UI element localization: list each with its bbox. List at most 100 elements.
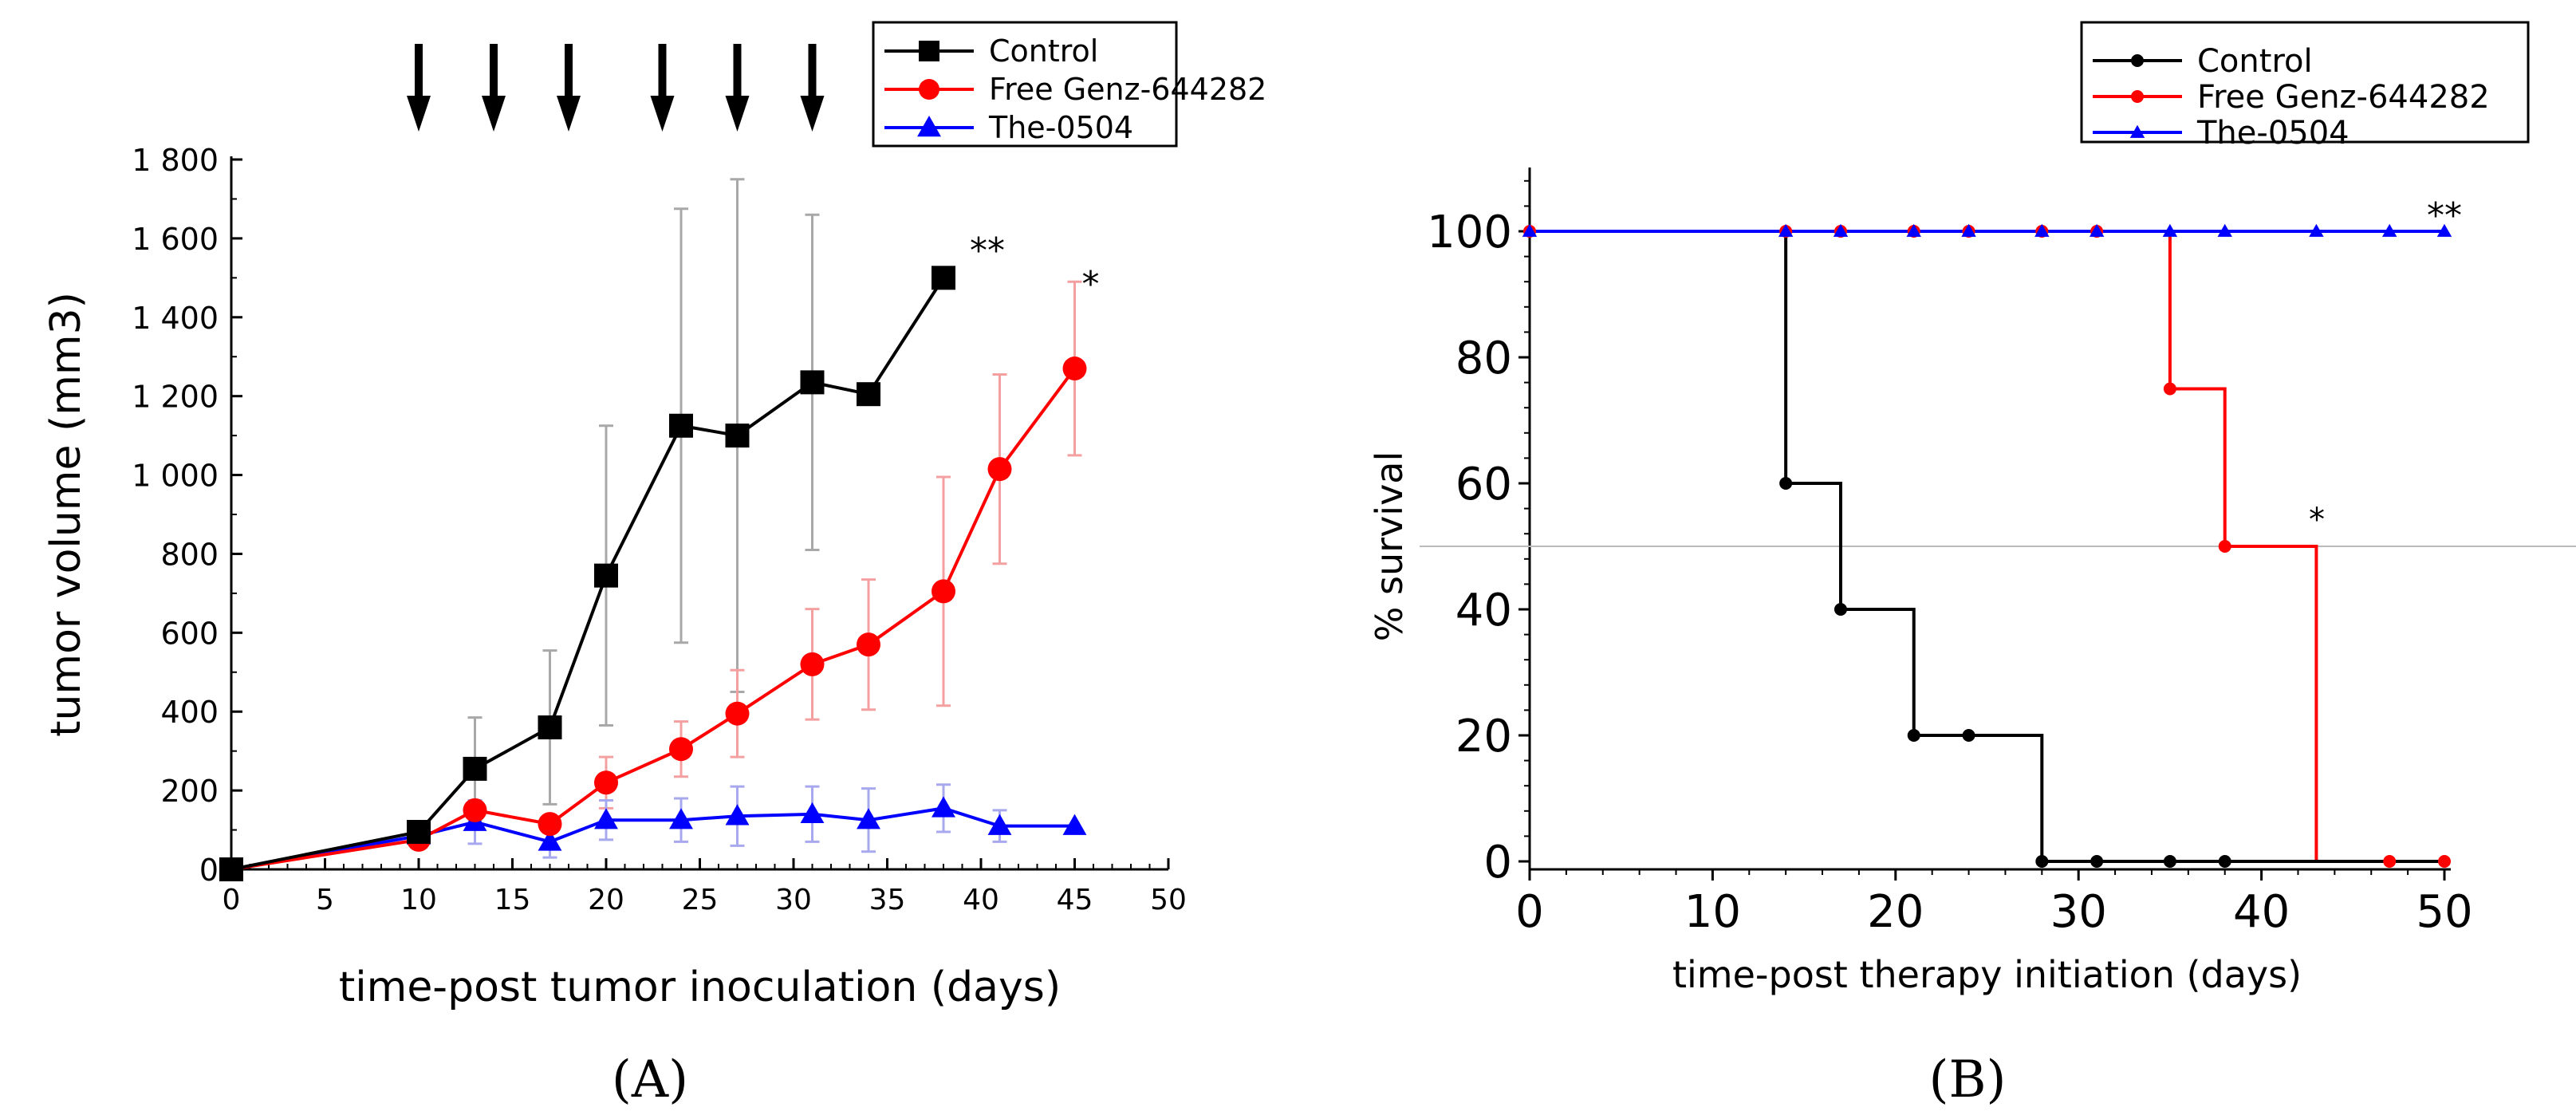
data-point-free-genz-644282 [538, 812, 562, 837]
data-point-control [932, 266, 955, 290]
significance-marker-free-genz-644282: * [2309, 502, 2325, 538]
dosing-arrow-head [407, 96, 431, 132]
data-point-the-0504 [725, 804, 750, 825]
data-point-control [1779, 477, 1793, 490]
x-tick-label: 15 [494, 884, 531, 916]
data-point-free-genz-644282 [2438, 855, 2451, 868]
data-point-the-0504 [2034, 223, 2050, 237]
legend-marker-the-0504 [917, 116, 941, 137]
data-point-control [1907, 729, 1920, 742]
legend-label-free-genz-644282: Free Genz-644282 [989, 72, 1266, 107]
data-point-free-genz-644282 [2383, 855, 2397, 868]
y-tick-label: 200 [160, 774, 219, 809]
dosing-arrow-head [482, 96, 506, 132]
data-point-free-genz-644282 [987, 457, 1012, 482]
data-point-free-genz-644282 [463, 798, 487, 822]
data-point-control [2163, 855, 2176, 868]
legend-marker-control [919, 41, 939, 61]
series-line-free-genz-644282 [230, 367, 1077, 871]
data-point-the-0504 [2162, 223, 2178, 237]
data-point-the-0504 [932, 796, 955, 818]
data-point-free-genz-644282 [857, 632, 880, 657]
data-point-the-0504 [857, 808, 880, 829]
y-tick-label: 1 600 [132, 222, 219, 257]
series-line-the-0504 [230, 806, 1075, 871]
x-axis-label: time-post tumor inoculation (days) [339, 963, 1061, 1011]
dosing-arrow-head [800, 96, 825, 132]
legend-marker-the-0504 [2129, 124, 2145, 138]
significance-marker-free-genz-644282: * [1082, 264, 1100, 305]
legend-label-control: Control [2197, 43, 2313, 80]
survival-curve-control [1530, 230, 2444, 863]
data-point-control [2218, 855, 2231, 868]
data-point-the-0504 [2381, 223, 2397, 237]
y-tick-label: 1 400 [132, 301, 219, 336]
x-axis-label: time-post therapy initiation (days) [1672, 953, 2302, 996]
data-point-free-genz-644282 [2163, 382, 2176, 396]
legend-label-the-0504: The-0504 [988, 110, 1133, 145]
data-point-control [538, 715, 562, 739]
panel-label-a: (A) [612, 1050, 688, 1109]
data-point-the-0504 [538, 829, 562, 851]
y-tick-label: 400 [160, 695, 219, 730]
y-tick-label: 60 [1455, 459, 1512, 510]
legend-marker-free-genz-644282 [2131, 90, 2144, 103]
x-tick-label: 40 [2233, 886, 2290, 938]
data-point-the-0504 [800, 802, 825, 823]
x-tick-label: 20 [1867, 886, 1924, 938]
data-point-free-genz-644282 [932, 579, 955, 604]
legend-marker-free-genz-644282 [919, 79, 939, 100]
data-point-control [2090, 855, 2104, 868]
dosing-arrow-head [725, 96, 750, 132]
data-point-free-genz-644282 [800, 652, 825, 676]
data-point-control [725, 424, 750, 448]
x-tick-label: 50 [1150, 884, 1187, 916]
data-point-control [2035, 855, 2049, 868]
data-point-the-0504 [2089, 223, 2105, 237]
data-point-control [219, 857, 243, 881]
y-tick-label: 20 [1455, 711, 1512, 762]
x-tick-label: 45 [1057, 884, 1093, 916]
x-tick-label: 35 [869, 884, 906, 916]
x-tick-label: 40 [963, 884, 999, 916]
data-point-control [407, 820, 431, 845]
data-point-the-0504 [1906, 223, 1921, 237]
data-point-control [800, 370, 825, 395]
x-tick-label: 10 [400, 884, 437, 916]
data-point-control [1834, 603, 1847, 616]
panel-b-chart: 0 10 20 30 40 50 0 20 40 60 80 100 time-post therapy… [1368, 21, 2576, 1109]
y-axis-label: tumor volume (mm3) [42, 292, 90, 737]
y-tick-label: 1 200 [132, 380, 219, 415]
data-point-control [594, 563, 618, 588]
y-axis-label: % survival [1368, 451, 1411, 642]
panel-a-chart: 0 5 10 15 20 25 30 35 40 45 50 0 200 400 600 800 1 000 1 … [42, 21, 1266, 1109]
x-tick-label: 5 [316, 884, 334, 916]
x-tick-label: 20 [588, 884, 624, 916]
y-tick-label: 1 800 [132, 143, 219, 178]
legend-label-the-0504: The-0504 [2196, 115, 2350, 152]
x-tick-label: 50 [2416, 886, 2472, 938]
dosing-arrow-head [557, 96, 581, 132]
data-point-the-0504 [2309, 223, 2324, 237]
y-tick-label: 80 [1455, 333, 1512, 384]
y-tick-label: 40 [1455, 585, 1512, 636]
data-point-the-0504 [1778, 223, 1794, 237]
survival-curve-free-genz-644282 [1530, 230, 2444, 863]
data-point-the-0504 [669, 808, 693, 829]
y-tick-label: 800 [160, 537, 219, 572]
x-tick-label: 10 [1684, 886, 1741, 938]
panel-label-b: (B) [1929, 1050, 2007, 1109]
significance-marker-control: ** [970, 230, 1005, 271]
x-tick-label: 0 [1515, 886, 1544, 938]
data-point-control [669, 413, 693, 438]
x-tick-label: 30 [2050, 886, 2107, 938]
data-point-the-0504 [1833, 223, 1849, 237]
x-tick-label: 25 [682, 884, 719, 916]
x-tick-label: 30 [775, 884, 812, 916]
legend-marker-control [2131, 54, 2144, 67]
legend-box [2080, 21, 2530, 144]
data-point-the-0504 [1961, 223, 1976, 237]
legend-label-free-genz-644282: Free Genz-644282 [2197, 79, 2490, 116]
data-point-free-genz-644282 [2218, 540, 2231, 553]
